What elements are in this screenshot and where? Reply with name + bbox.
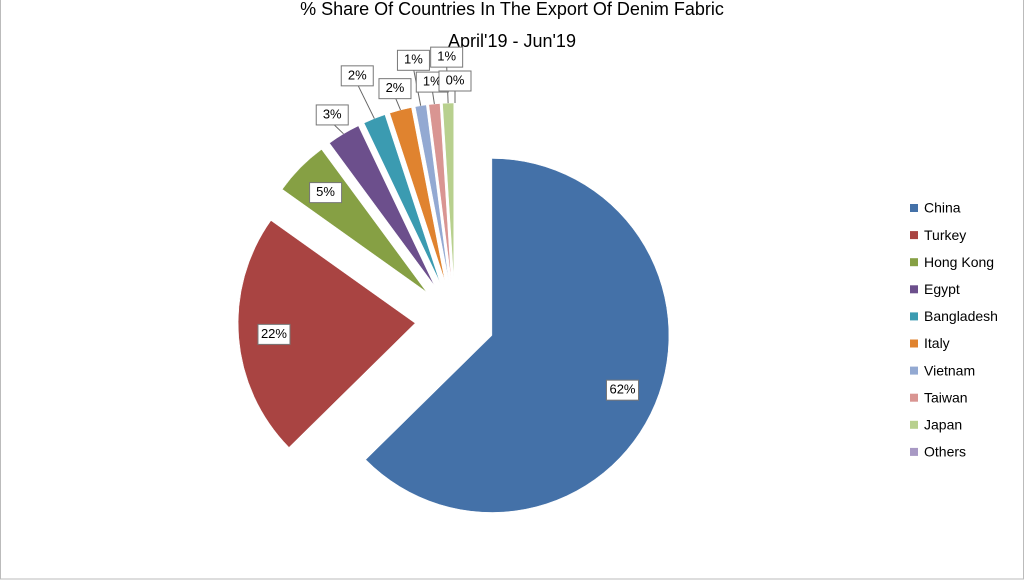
legend-swatch <box>910 204 918 212</box>
legend-swatch <box>910 393 918 402</box>
pie-slice <box>237 220 416 448</box>
data-label: 1% <box>423 74 442 89</box>
data-label: 2% <box>386 80 405 95</box>
legend-label: Italy <box>924 335 950 351</box>
legend-swatch <box>910 231 918 240</box>
legend-swatch <box>910 339 918 348</box>
legend-label: Vietnam <box>924 362 975 378</box>
data-label-box <box>257 323 291 345</box>
legend-swatch <box>910 447 918 456</box>
data-label-box <box>605 379 639 401</box>
data-label-box <box>309 182 343 204</box>
legend-label: Turkey <box>924 227 966 243</box>
legend-swatch <box>910 366 918 375</box>
data-label-box <box>315 104 349 126</box>
data-label-box <box>438 70 472 92</box>
legend-label: Egypt <box>924 281 960 297</box>
data-label-box <box>340 65 374 87</box>
data-label: 2% <box>348 67 367 82</box>
data-label: 22% <box>261 326 287 341</box>
legend-label: Taiwan <box>924 389 968 405</box>
legend-label: Bangladesh <box>924 308 998 324</box>
data-label: 3% <box>323 106 342 121</box>
pie-slice <box>365 158 670 513</box>
data-label: 5% <box>316 184 335 199</box>
data-label-box <box>378 78 412 100</box>
pie-slice <box>329 125 435 286</box>
pie-slice <box>363 114 441 283</box>
legend-swatch <box>910 420 918 429</box>
data-label: 1% <box>404 52 423 67</box>
legend-swatch <box>910 258 918 267</box>
leader-line <box>356 83 375 119</box>
chart-title: % Share Of Countries In The Export Of De… <box>300 0 724 19</box>
data-label-box <box>396 49 430 71</box>
legend-label: Japan <box>924 417 962 433</box>
legend-swatch <box>910 312 918 321</box>
legend-swatch <box>910 285 918 294</box>
chart-subtitle: April'19 - Jun'19 <box>448 31 576 51</box>
data-label: 62% <box>609 382 635 397</box>
data-label: 1% <box>437 49 456 64</box>
data-label: 0% <box>446 72 465 87</box>
legend-label: Others <box>924 444 966 460</box>
data-label-box <box>430 46 464 68</box>
legend-label: Hong Kong <box>924 254 994 270</box>
legend-label: China <box>924 200 961 216</box>
